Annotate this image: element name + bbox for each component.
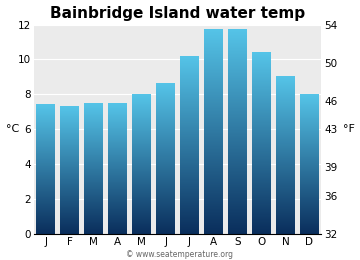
- Text: © www.seatemperature.org: © www.seatemperature.org: [126, 250, 234, 259]
- Y-axis label: °F: °F: [343, 124, 355, 134]
- Y-axis label: °C: °C: [5, 124, 19, 134]
- Title: Bainbridge Island water temp: Bainbridge Island water temp: [50, 5, 305, 21]
